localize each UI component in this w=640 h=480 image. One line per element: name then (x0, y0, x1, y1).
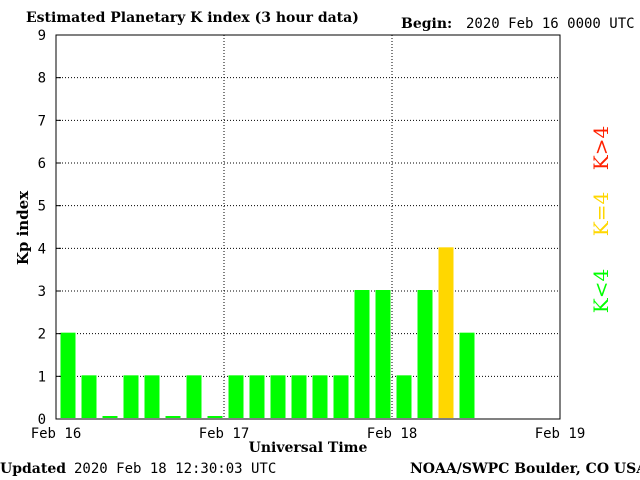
kp-bar (60, 332, 76, 418)
kp-bar (312, 375, 328, 418)
x-tick-label: Feb 19 (535, 426, 586, 442)
kp-bar (333, 375, 349, 418)
kp-bar (81, 375, 97, 418)
plot-frame (55, 34, 561, 420)
kp-bar (396, 375, 412, 418)
y-tick-label: 2 (38, 327, 46, 343)
kp-bar (417, 290, 433, 418)
begin-label: Begin: (401, 16, 453, 32)
y-tick-label: 5 (38, 199, 46, 215)
kp-bar (165, 416, 181, 418)
kp-bar (438, 247, 454, 418)
kp-bar (375, 290, 391, 418)
kp-bar (354, 290, 370, 418)
kp-bar (270, 375, 286, 418)
y-tick-label: 6 (38, 156, 46, 172)
y-tick-label: 7 (38, 113, 46, 129)
y-tick-label: 0 (38, 412, 46, 428)
y-tick-label: 8 (38, 71, 46, 87)
kp-bar (228, 375, 244, 418)
y-tick-label: 3 (38, 284, 46, 300)
x-tick-label: Feb 16 (31, 426, 82, 442)
kp-bar (144, 375, 160, 418)
chart-title: Estimated Planetary K index (3 hour data… (26, 10, 359, 26)
begin-value: 2020 Feb 16 0000 UTC (466, 16, 635, 32)
legend-mid: K=4 (589, 192, 613, 236)
kp-bar (186, 375, 202, 418)
legend-low: K<4 (589, 269, 613, 313)
x-tick-label: Feb 18 (367, 426, 418, 442)
kp-bar (249, 375, 265, 418)
y-tick-label: 4 (38, 241, 46, 257)
kp-bar (207, 416, 223, 418)
kp-bar (123, 375, 139, 418)
y-tick-label: 1 (38, 369, 46, 385)
y-tick-label: 9 (38, 28, 46, 44)
source-label: NOAA/SWPC Boulder, CO USA (410, 461, 640, 477)
updated-label: Updated (0, 461, 67, 477)
kp-bar (102, 416, 118, 418)
updated-value: 2020 Feb 18 12:30:03 UTC (74, 461, 277, 477)
y-axis-label: Kp index (14, 190, 32, 265)
kp-bar (459, 332, 475, 418)
legend-high: K>4 (589, 126, 613, 170)
x-tick-label: Feb 17 (199, 426, 250, 442)
kp-bar (291, 375, 307, 418)
x-axis-label: Universal Time (249, 440, 368, 456)
